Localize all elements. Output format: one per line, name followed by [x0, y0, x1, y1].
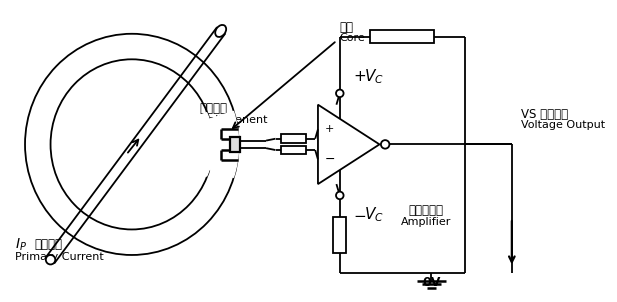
- Bar: [281, 146, 306, 154]
- Text: Amplifier: Amplifier: [400, 217, 451, 227]
- Text: 0V: 0V: [422, 276, 441, 289]
- Text: $V_C$: $V_C$: [365, 205, 384, 224]
- Ellipse shape: [25, 34, 239, 255]
- Polygon shape: [318, 105, 379, 184]
- Text: 原边电流: 原边电流: [35, 238, 62, 251]
- Text: Core: Core: [340, 33, 365, 43]
- Wedge shape: [132, 113, 213, 176]
- Bar: [333, 217, 346, 253]
- Text: −: −: [325, 153, 335, 166]
- Text: Primary Current: Primary Current: [15, 252, 104, 262]
- Text: $V_C$: $V_C$: [365, 67, 384, 86]
- Wedge shape: [132, 111, 239, 177]
- Circle shape: [46, 255, 56, 265]
- Circle shape: [336, 192, 344, 199]
- Text: VS 电压输出: VS 电压输出: [521, 108, 568, 120]
- Text: +: +: [325, 124, 334, 134]
- Text: Hall Elenent: Hall Elenent: [200, 115, 267, 125]
- Text: 运算放大器: 运算放大器: [408, 204, 443, 217]
- Bar: [230, 137, 239, 152]
- Ellipse shape: [215, 25, 226, 37]
- Text: $+$: $+$: [353, 69, 366, 84]
- Text: $-$: $-$: [353, 207, 366, 222]
- Text: 磁芯: 磁芯: [340, 21, 354, 34]
- Circle shape: [336, 90, 344, 97]
- Text: $I_P$: $I_P$: [15, 236, 27, 253]
- Bar: [370, 31, 434, 43]
- Text: 霍尔元件: 霍尔元件: [200, 102, 228, 115]
- Circle shape: [381, 140, 389, 149]
- Text: Voltage Output: Voltage Output: [521, 120, 605, 130]
- Bar: [281, 134, 306, 143]
- Ellipse shape: [51, 59, 213, 230]
